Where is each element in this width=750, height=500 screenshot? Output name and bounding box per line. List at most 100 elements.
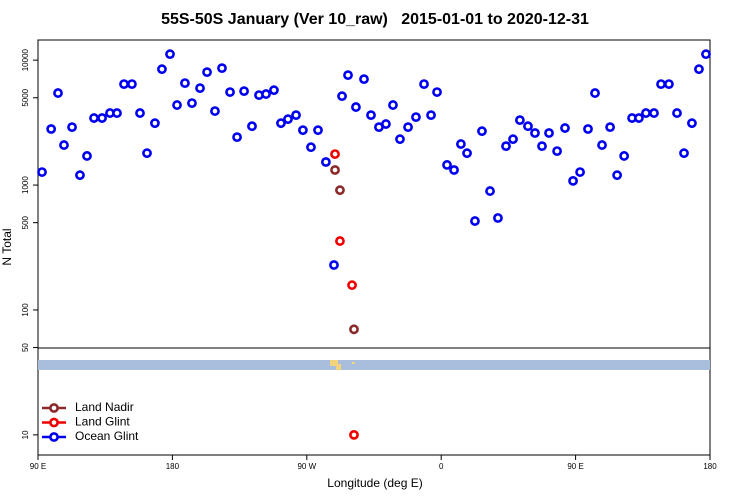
legend-marker xyxy=(49,403,59,413)
plot-frame xyxy=(37,39,711,456)
legend-label: Land Nadir xyxy=(75,400,134,414)
point xyxy=(575,167,585,177)
point xyxy=(330,165,340,175)
legend-marker xyxy=(49,417,59,428)
point xyxy=(649,108,659,118)
point xyxy=(349,324,359,335)
point xyxy=(239,86,249,97)
x-tick-label: 90 E xyxy=(30,462,46,471)
point xyxy=(261,89,271,99)
point xyxy=(619,151,630,161)
point xyxy=(142,148,152,159)
land-mark xyxy=(336,364,341,370)
point xyxy=(351,102,361,112)
point xyxy=(485,186,495,196)
point xyxy=(477,126,487,137)
point xyxy=(172,100,182,110)
land-mark xyxy=(352,362,355,364)
point xyxy=(291,110,301,121)
point xyxy=(321,157,331,167)
point xyxy=(217,63,227,74)
y-tick-label: 10 xyxy=(21,430,30,439)
point xyxy=(359,74,369,85)
point xyxy=(165,49,175,60)
point xyxy=(388,100,398,110)
point xyxy=(462,148,472,159)
point xyxy=(343,70,353,81)
point xyxy=(195,83,205,94)
point xyxy=(395,134,405,145)
point xyxy=(89,113,99,123)
point xyxy=(180,78,190,89)
point xyxy=(701,49,711,60)
point xyxy=(232,132,242,143)
point xyxy=(276,118,286,129)
point xyxy=(560,123,570,133)
point xyxy=(530,128,540,138)
point xyxy=(298,125,308,136)
point xyxy=(313,125,323,136)
point xyxy=(349,429,359,440)
point xyxy=(381,119,391,129)
point xyxy=(597,140,607,150)
point xyxy=(329,260,339,270)
point xyxy=(552,146,562,157)
point xyxy=(514,115,525,126)
point xyxy=(470,216,480,226)
point xyxy=(508,134,518,145)
point xyxy=(523,121,533,132)
point xyxy=(75,170,85,181)
legend-marker xyxy=(49,432,59,442)
y-tick-label: 5000 xyxy=(21,88,30,106)
point xyxy=(157,64,167,75)
point xyxy=(634,113,644,123)
x-tick-label: 180 xyxy=(166,462,180,471)
point xyxy=(432,87,442,97)
point xyxy=(330,149,340,159)
point xyxy=(366,110,376,121)
x-axis-label: Longitude (deg E) xyxy=(327,476,422,490)
point xyxy=(687,118,697,129)
point xyxy=(456,139,466,149)
point xyxy=(210,106,220,116)
point xyxy=(46,124,57,134)
point xyxy=(672,108,682,118)
point xyxy=(247,121,257,132)
point xyxy=(53,88,63,98)
y-tick-label: 500 xyxy=(21,215,30,229)
point xyxy=(37,167,47,177)
point xyxy=(537,141,547,152)
point xyxy=(590,88,600,98)
point xyxy=(419,79,429,90)
legend-label: Ocean Glint xyxy=(75,429,139,443)
y-axis-label: N Total xyxy=(0,228,14,265)
point xyxy=(97,113,107,123)
point xyxy=(568,175,578,186)
point xyxy=(442,160,452,170)
point xyxy=(306,142,316,153)
point xyxy=(493,213,503,223)
map-strip xyxy=(38,360,710,370)
y-tick-label: 10000 xyxy=(21,48,30,71)
point xyxy=(403,122,413,133)
x-tick-label: 90 E xyxy=(567,462,583,471)
land-mark xyxy=(330,360,338,366)
y-tick-label: 50 xyxy=(21,343,30,352)
chart-title: 55S-50S January (Ver 10_raw) 2015-01-01 … xyxy=(161,11,589,28)
point xyxy=(119,79,129,90)
point xyxy=(67,122,77,133)
y-tick-label: 100 xyxy=(21,303,30,317)
point xyxy=(225,87,235,97)
point xyxy=(335,236,345,246)
point xyxy=(283,114,293,125)
point xyxy=(269,85,279,96)
point xyxy=(59,140,69,150)
point xyxy=(347,280,357,291)
point xyxy=(501,141,511,152)
point xyxy=(583,124,593,134)
point xyxy=(202,67,212,78)
point xyxy=(335,185,345,196)
point xyxy=(127,79,137,90)
point xyxy=(449,165,459,175)
